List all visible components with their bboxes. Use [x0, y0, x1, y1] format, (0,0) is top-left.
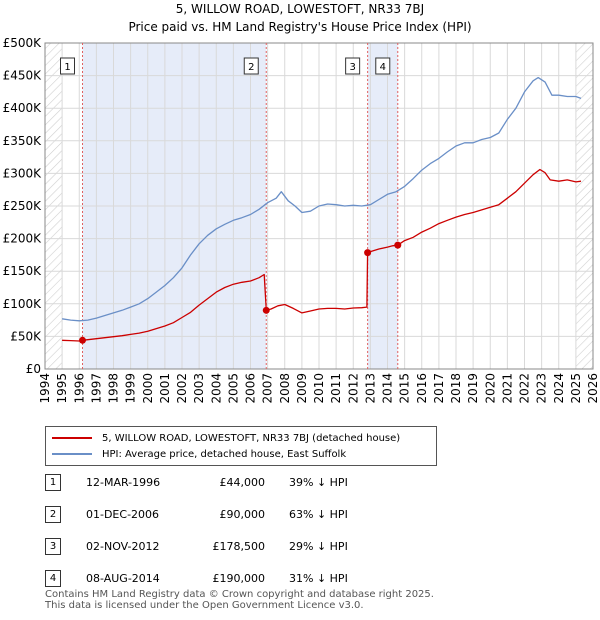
y-tick-label: £400K [3, 101, 43, 115]
legend-swatch-hpi [52, 453, 92, 455]
plot-frame [44, 42, 594, 370]
x-tick-label: 2022 [518, 373, 532, 404]
x-tick-label: 2023 [535, 373, 549, 404]
legend-item-property: 5, WILLOW ROAD, LOWESTOFT, NR33 7BJ (det… [52, 431, 400, 445]
y-tick-label: £350K [3, 134, 43, 148]
sale-number: 2 [45, 506, 61, 523]
x-tick-label: 2003 [192, 373, 206, 404]
x-tick-label: 2002 [175, 373, 189, 404]
x-tick-label: 1995 [55, 373, 69, 404]
sale-row: 3 02-NOV-2012 £178,500 29% ↓ HPI [45, 538, 385, 558]
sale-marker-label-3: 3 [349, 62, 355, 73]
sale-row: 4 08-AUG-2014 £190,000 31% ↓ HPI [45, 570, 385, 590]
x-tick-label: 2010 [312, 373, 326, 404]
chart-subtitle: Price paid vs. HM Land Registry's House … [128, 20, 471, 34]
x-tick-label: 2006 [244, 373, 258, 404]
x-tick-label: 2024 [552, 373, 566, 404]
x-tick-label: 2012 [346, 373, 360, 404]
x-tick-label: 2016 [415, 373, 429, 404]
x-tick-label: 2015 [398, 373, 412, 404]
sale-hpi-diff: 39% ↓ HPI [289, 476, 348, 489]
y-tick-label: £250K [3, 199, 43, 213]
legend-label-property: 5, WILLOW ROAD, LOWESTOFT, NR33 7BJ (det… [102, 432, 401, 444]
sale-row: 2 01-DEC-2006 £90,000 63% ↓ HPI [45, 506, 385, 526]
y-tick-label: £150K [3, 264, 43, 278]
sale-date: 08-AUG-2014 [86, 572, 160, 585]
footer-attribution: Contains HM Land Registry data © Crown c… [45, 589, 434, 611]
legend-label-hpi: HPI: Average price, detached house, East… [102, 448, 347, 460]
x-tick-label: 2001 [158, 373, 172, 404]
x-tick-label: 1999 [124, 373, 138, 404]
legend-swatch-property [52, 437, 92, 439]
x-tick-label: 1998 [107, 373, 121, 404]
x-tick-label: 2011 [329, 373, 343, 404]
sale-marker-box-4 [375, 57, 391, 75]
hpi-line [62, 76, 582, 322]
sale-hpi-diff: 29% ↓ HPI [289, 540, 348, 553]
sale-price: £90,000 [219, 508, 266, 521]
y-tick-label: £0 [26, 362, 41, 376]
y-tick-label: £100K [3, 297, 43, 311]
x-tick-label: 2000 [141, 373, 155, 404]
x-tick-label: 2026 [586, 373, 600, 404]
sale-marker-label-4: 4 [380, 62, 386, 73]
sale-marker-label-1: 1 [64, 62, 70, 73]
x-tick-label: 2020 [483, 373, 497, 404]
sale-marker-label-2: 2 [248, 62, 254, 73]
x-tick-label: 2004 [209, 373, 223, 404]
sale-row: 1 12-MAR-1996 £44,000 39% ↓ HPI [45, 474, 385, 494]
x-tick-label: 2017 [432, 373, 446, 404]
sale-date: 01-DEC-2006 [86, 508, 160, 521]
x-tick-label: 2019 [466, 373, 480, 404]
sale-number: 3 [45, 538, 61, 555]
x-tick-label: 2018 [449, 373, 463, 404]
x-tick-label: 2013 [363, 373, 377, 404]
sale-point-3 [364, 249, 372, 257]
sale-hpi-diff: 31% ↓ HPI [289, 572, 348, 585]
sale-hpi-diff: 63% ↓ HPI [289, 508, 348, 521]
x-tick-label: 2021 [500, 373, 514, 404]
sale-point-2 [262, 306, 270, 314]
y-tick-label: £200K [3, 232, 43, 246]
y-tick-label: £50K [10, 329, 42, 343]
x-tick-label: 1994 [38, 373, 52, 404]
chart-legend: 5, WILLOW ROAD, LOWESTOFT, NR33 7BJ (det… [45, 426, 437, 466]
sale-number: 1 [45, 474, 61, 491]
x-tick-label: 2008 [278, 373, 292, 404]
sale-point-4 [394, 241, 402, 249]
sale-marker-box-3 [345, 57, 361, 75]
footer-line-copyright: Contains HM Land Registry data © Crown c… [45, 589, 434, 600]
sale-point-1 [79, 336, 87, 344]
sale-price: £44,000 [219, 476, 266, 489]
footer-line-licence: This data is licensed under the Open Gov… [45, 600, 364, 611]
x-tick-label: 2007 [261, 373, 275, 404]
x-tick-label: 2009 [295, 373, 309, 404]
sale-number: 4 [45, 570, 61, 587]
y-tick-label: £500K [3, 36, 43, 50]
sale-price: £190,000 [212, 572, 266, 585]
x-tick-label: 1997 [89, 373, 103, 404]
x-tick-label: 2025 [569, 373, 583, 404]
sale-marker-box-2 [243, 57, 259, 75]
price-chart: 5, WILLOW ROAD, LOWESTOFT, NR33 7BJ Pric… [3, 2, 600, 404]
sale-marker-box-1 [60, 57, 76, 75]
sale-date: 02-NOV-2012 [86, 540, 160, 553]
y-tick-label: £300K [3, 166, 43, 180]
sale-price: £178,500 [212, 540, 266, 553]
x-tick-label: 1996 [72, 373, 86, 404]
x-tick-label: 2014 [381, 373, 395, 404]
legend-item-hpi: HPI: Average price, detached house, East… [52, 447, 346, 461]
property-price-line [62, 168, 582, 342]
chart-title: 5, WILLOW ROAD, LOWESTOFT, NR33 7BJ [176, 2, 424, 16]
sale-date: 12-MAR-1996 [86, 476, 161, 489]
y-tick-label: £450K [3, 69, 43, 83]
x-tick-label: 2005 [226, 373, 240, 404]
